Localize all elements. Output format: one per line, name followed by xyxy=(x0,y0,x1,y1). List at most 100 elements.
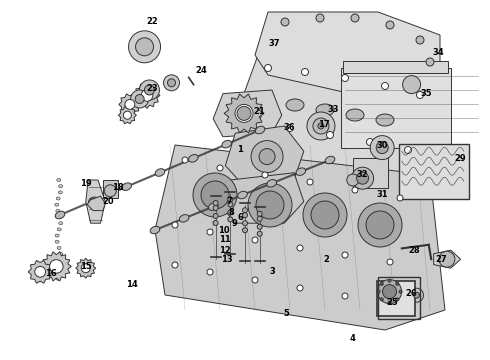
Ellipse shape xyxy=(59,222,63,225)
Text: 28: 28 xyxy=(408,246,420,255)
Circle shape xyxy=(307,112,335,140)
Circle shape xyxy=(172,262,178,268)
Polygon shape xyxy=(86,180,105,223)
Ellipse shape xyxy=(56,210,60,212)
Circle shape xyxy=(128,31,161,63)
Circle shape xyxy=(131,90,148,108)
Circle shape xyxy=(351,14,359,22)
Polygon shape xyxy=(225,126,304,187)
Circle shape xyxy=(386,21,394,29)
Circle shape xyxy=(297,245,303,251)
Polygon shape xyxy=(255,12,440,98)
Ellipse shape xyxy=(155,169,165,176)
Circle shape xyxy=(358,203,402,247)
Circle shape xyxy=(380,282,383,285)
Text: 2: 2 xyxy=(323,255,329,264)
Ellipse shape xyxy=(58,259,62,262)
Circle shape xyxy=(213,201,218,206)
Bar xyxy=(353,158,388,188)
Ellipse shape xyxy=(55,240,59,243)
Circle shape xyxy=(141,90,153,101)
Circle shape xyxy=(257,216,262,221)
Circle shape xyxy=(217,165,223,171)
Ellipse shape xyxy=(222,140,231,148)
Polygon shape xyxy=(213,90,282,137)
Circle shape xyxy=(228,202,233,207)
Circle shape xyxy=(252,237,258,243)
Ellipse shape xyxy=(89,197,98,204)
Circle shape xyxy=(318,123,324,129)
Circle shape xyxy=(377,290,380,293)
Ellipse shape xyxy=(255,126,265,134)
Text: 13: 13 xyxy=(220,255,232,264)
Text: 29: 29 xyxy=(455,154,466,163)
Polygon shape xyxy=(119,94,141,115)
Circle shape xyxy=(257,224,262,229)
Circle shape xyxy=(262,172,268,178)
Circle shape xyxy=(399,290,402,293)
Polygon shape xyxy=(134,82,160,108)
Circle shape xyxy=(281,18,289,26)
Circle shape xyxy=(414,292,419,298)
Polygon shape xyxy=(238,55,440,195)
Circle shape xyxy=(380,298,383,301)
Circle shape xyxy=(248,183,292,227)
Circle shape xyxy=(257,211,262,216)
Text: 32: 32 xyxy=(357,170,368,179)
Circle shape xyxy=(382,82,389,90)
Ellipse shape xyxy=(55,211,65,219)
Ellipse shape xyxy=(58,191,62,194)
Circle shape xyxy=(303,193,347,237)
Circle shape xyxy=(387,259,393,265)
Circle shape xyxy=(352,187,358,193)
Circle shape xyxy=(256,191,284,219)
Circle shape xyxy=(439,251,455,267)
Circle shape xyxy=(168,79,175,87)
Circle shape xyxy=(125,99,135,109)
Circle shape xyxy=(366,211,394,239)
Circle shape xyxy=(403,76,420,94)
Circle shape xyxy=(259,149,275,165)
Text: 5: 5 xyxy=(284,309,290,318)
Bar xyxy=(377,281,416,316)
Circle shape xyxy=(410,288,423,302)
Circle shape xyxy=(243,221,247,226)
Bar xyxy=(378,277,420,319)
Circle shape xyxy=(251,141,283,172)
Circle shape xyxy=(383,285,396,298)
Polygon shape xyxy=(41,252,72,281)
Circle shape xyxy=(135,94,144,104)
Circle shape xyxy=(243,208,247,213)
Text: 1: 1 xyxy=(237,145,243,154)
Ellipse shape xyxy=(57,246,61,249)
Text: 34: 34 xyxy=(433,48,444,57)
Polygon shape xyxy=(87,196,105,211)
Circle shape xyxy=(311,201,339,229)
Text: 14: 14 xyxy=(126,280,138,289)
Text: 6: 6 xyxy=(237,213,243,222)
Text: 18: 18 xyxy=(112,183,123,192)
Circle shape xyxy=(235,104,253,122)
Bar xyxy=(343,61,448,73)
Circle shape xyxy=(316,14,324,22)
Circle shape xyxy=(237,107,251,120)
Circle shape xyxy=(172,222,178,228)
Circle shape xyxy=(228,210,233,215)
Circle shape xyxy=(388,279,391,282)
Circle shape xyxy=(378,280,401,303)
Bar xyxy=(103,180,118,198)
Text: 33: 33 xyxy=(327,105,339,114)
Circle shape xyxy=(416,91,423,99)
Circle shape xyxy=(287,125,294,131)
Ellipse shape xyxy=(55,271,59,274)
Text: 26: 26 xyxy=(406,289,417,298)
Circle shape xyxy=(405,147,412,153)
Ellipse shape xyxy=(55,234,59,237)
Text: 4: 4 xyxy=(350,334,356,343)
Ellipse shape xyxy=(238,191,247,199)
Circle shape xyxy=(357,172,368,184)
Text: 7: 7 xyxy=(226,197,232,206)
Circle shape xyxy=(104,185,116,197)
Ellipse shape xyxy=(55,203,59,206)
Text: 35: 35 xyxy=(420,89,432,98)
